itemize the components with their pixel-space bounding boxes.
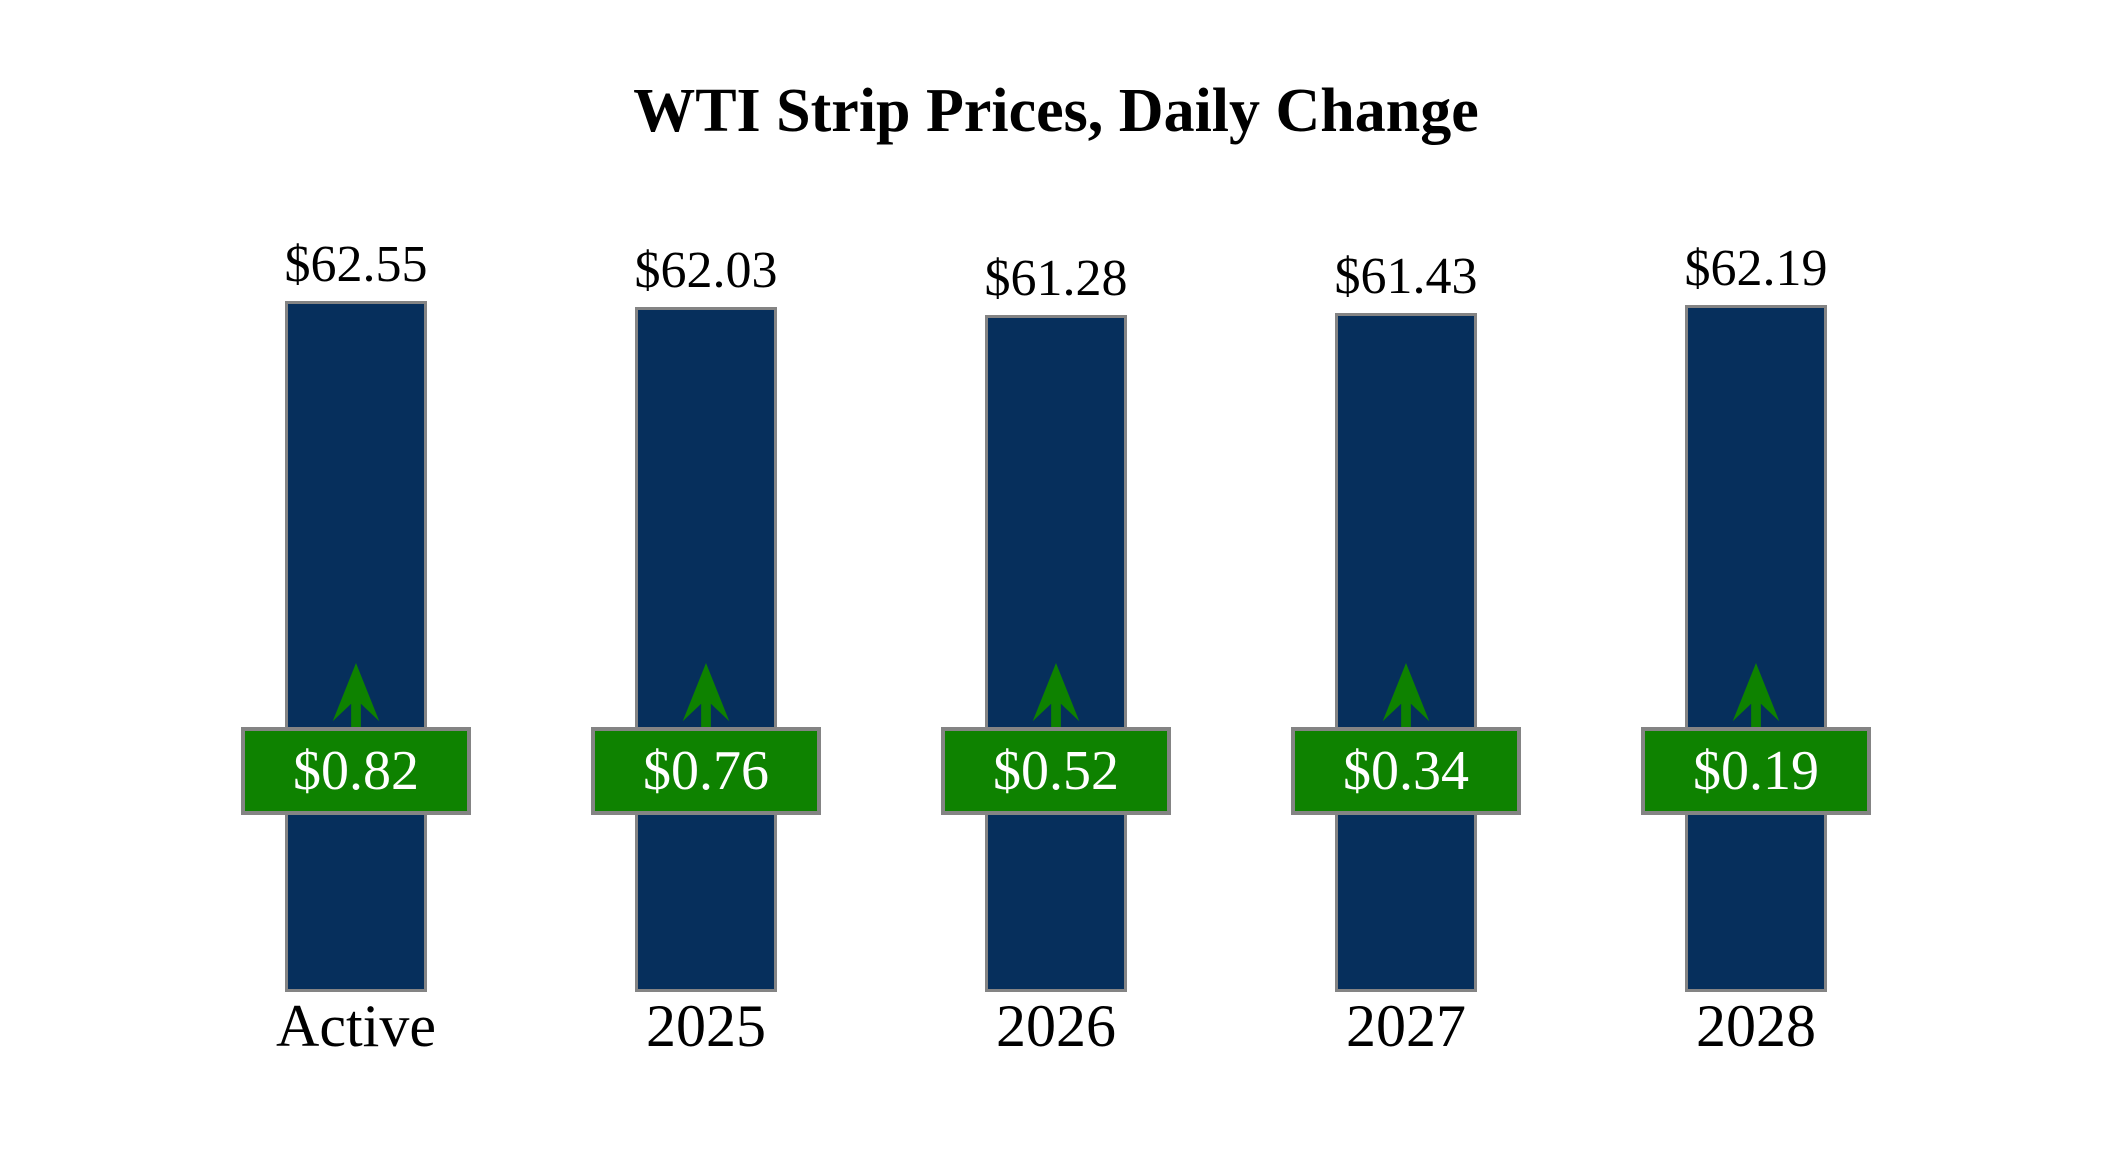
column-2025: $62.03 $0.76 2025 [531,0,881,1152]
bar [985,315,1127,992]
category-label: 2028 [1696,993,1816,1059]
price-label: $62.55 [284,236,428,293]
category-label: Active [276,993,436,1059]
price-label: $62.19 [1684,240,1828,297]
chart-title: WTI Strip Prices, Daily Change [633,77,1479,145]
up-arrow-icon [682,663,730,731]
price-label: $61.28 [984,250,1128,307]
category-label: 2027 [1346,993,1466,1059]
daily-change-badge: $0.19 [1641,727,1871,815]
daily-change-badge: $0.52 [941,727,1171,815]
price-label: $61.43 [1334,248,1478,305]
category-label: 2025 [646,993,766,1059]
up-arrow-icon [1732,663,1780,731]
change-label: $0.19 [1693,740,1819,802]
category-label: 2026 [996,993,1116,1059]
bar [285,301,427,992]
up-arrow-icon [1032,663,1080,731]
change-label: $0.52 [993,740,1119,802]
column-2027: $61.43 $0.34 2027 [1231,0,1581,1152]
column-2028: $62.19 $0.19 2028 [1581,0,1931,1152]
bar [1685,305,1827,992]
column-active: $62.55 $0.82 Active [181,0,531,1152]
column-2026: $61.28 $0.52 2026 [881,0,1231,1152]
bar [1335,313,1477,992]
change-label: $0.82 [293,740,419,802]
change-label: $0.34 [1343,740,1469,802]
change-label: $0.76 [643,740,769,802]
daily-change-badge: $0.76 [591,727,821,815]
bar [635,307,777,992]
daily-change-badge: $0.82 [241,727,471,815]
up-arrow-icon [1382,663,1430,731]
daily-change-badge: $0.34 [1291,727,1521,815]
price-label: $62.03 [634,242,778,299]
up-arrow-icon [332,663,380,731]
